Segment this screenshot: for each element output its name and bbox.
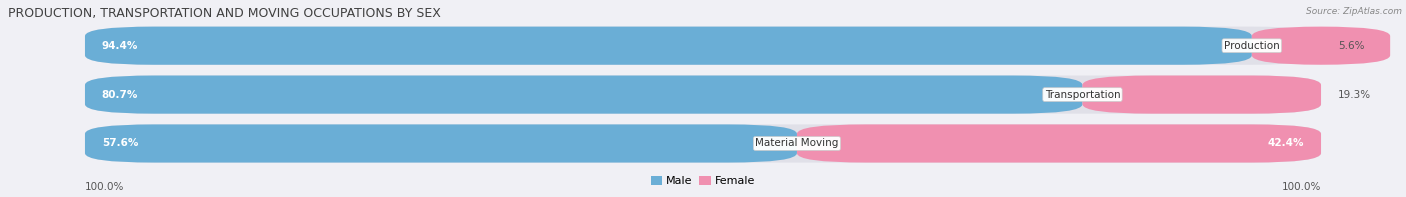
Text: Transportation: Transportation xyxy=(1045,90,1121,100)
FancyBboxPatch shape xyxy=(84,75,1322,114)
FancyBboxPatch shape xyxy=(84,75,1083,114)
FancyBboxPatch shape xyxy=(1083,75,1322,114)
FancyBboxPatch shape xyxy=(1251,27,1391,65)
Text: 80.7%: 80.7% xyxy=(101,90,138,100)
Text: Source: ZipAtlas.com: Source: ZipAtlas.com xyxy=(1306,7,1403,16)
Legend: Male, Female: Male, Female xyxy=(647,172,759,191)
Text: 57.6%: 57.6% xyxy=(101,138,138,149)
Text: 5.6%: 5.6% xyxy=(1339,41,1364,51)
Text: 42.4%: 42.4% xyxy=(1268,138,1305,149)
FancyBboxPatch shape xyxy=(797,125,1322,163)
FancyBboxPatch shape xyxy=(84,125,1322,163)
Text: 19.3%: 19.3% xyxy=(1339,90,1371,100)
Text: Material Moving: Material Moving xyxy=(755,138,838,149)
FancyBboxPatch shape xyxy=(84,27,1322,65)
Text: PRODUCTION, TRANSPORTATION AND MOVING OCCUPATIONS BY SEX: PRODUCTION, TRANSPORTATION AND MOVING OC… xyxy=(7,7,440,20)
FancyBboxPatch shape xyxy=(84,125,797,163)
Text: 100.0%: 100.0% xyxy=(1282,181,1322,191)
FancyBboxPatch shape xyxy=(84,27,1251,65)
Text: 100.0%: 100.0% xyxy=(84,181,124,191)
Text: Production: Production xyxy=(1225,41,1279,51)
Text: 94.4%: 94.4% xyxy=(101,41,138,51)
